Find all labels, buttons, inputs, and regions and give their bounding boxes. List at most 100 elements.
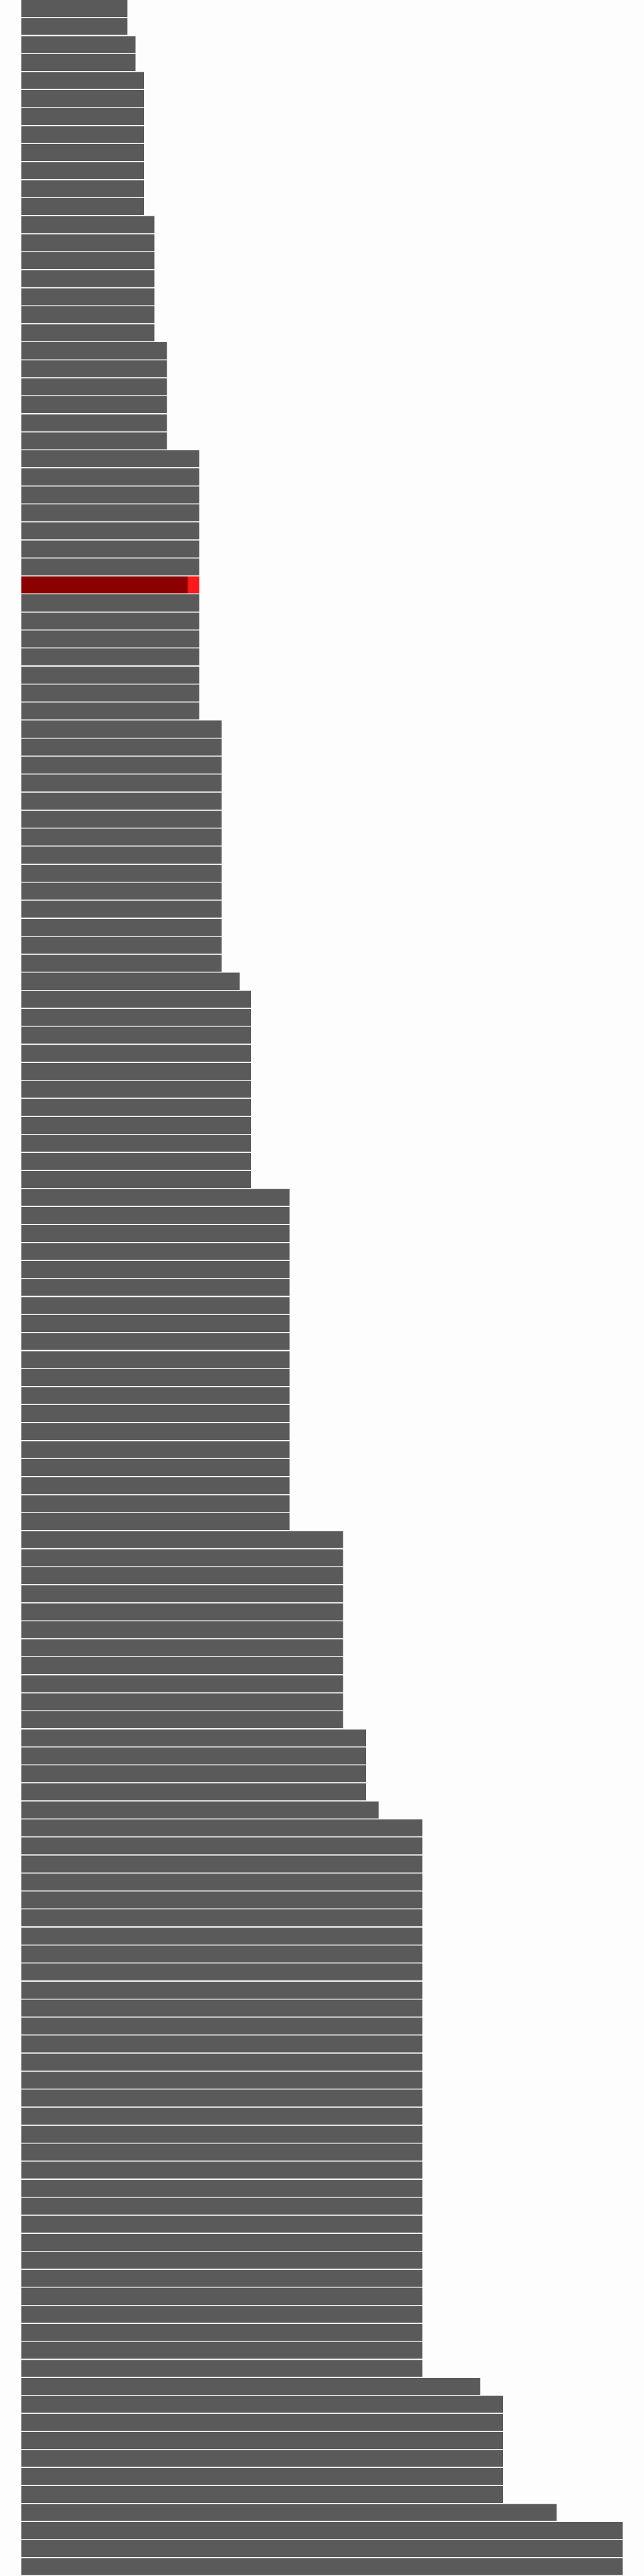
bar	[21, 792, 222, 810]
bar	[21, 666, 199, 684]
bar	[21, 1261, 290, 1279]
bar	[21, 1243, 290, 1260]
bar	[21, 1441, 290, 1458]
bar-highlighted	[21, 576, 199, 594]
bar	[21, 1062, 252, 1080]
bar	[21, 847, 222, 864]
bar	[21, 1549, 343, 1567]
bar	[21, 1351, 290, 1368]
bar	[21, 1189, 290, 1206]
bar	[21, 810, 222, 828]
bar	[21, 72, 145, 89]
bar	[21, 1333, 290, 1350]
bar	[21, 378, 167, 396]
bar	[21, 1963, 423, 1981]
bar	[21, 1729, 366, 1746]
bar	[21, 252, 155, 270]
bar	[21, 2162, 423, 2179]
bar	[21, 720, 222, 738]
bar	[21, 1387, 290, 1404]
bar	[21, 774, 222, 792]
bar	[21, 991, 252, 1008]
bar	[21, 414, 167, 431]
bar	[21, 2450, 503, 2467]
bar	[21, 1657, 343, 1675]
bar	[21, 2540, 623, 2557]
bar	[21, 882, 222, 900]
bar	[21, 288, 155, 306]
bar	[21, 1423, 290, 1440]
bar	[21, 1711, 343, 1729]
bar	[21, 1999, 423, 2017]
bar	[21, 180, 145, 197]
bar	[21, 1153, 252, 1170]
bar	[21, 738, 222, 756]
bar	[21, 936, 222, 954]
bar	[21, 955, 222, 972]
bar	[21, 162, 145, 179]
bar	[21, 1765, 366, 1783]
bar	[21, 612, 199, 630]
bar	[21, 0, 128, 18]
bar	[21, 1909, 423, 1927]
bar	[21, 324, 155, 341]
bar	[21, 1224, 290, 1242]
bar	[21, 2431, 503, 2449]
bar	[21, 2287, 423, 2305]
bar	[21, 2341, 423, 2359]
bar	[21, 1531, 343, 1548]
bar	[21, 2360, 423, 2377]
bar	[21, 918, 222, 936]
bar	[21, 702, 199, 720]
bar	[21, 108, 145, 125]
bar	[21, 306, 155, 323]
bar	[21, 1675, 343, 1692]
bar	[21, 2414, 503, 2431]
bar	[21, 1801, 379, 1819]
bar	[21, 2197, 423, 2215]
bar	[21, 360, 167, 377]
bar	[21, 53, 136, 71]
bar	[21, 2089, 423, 2107]
bar	[21, 126, 145, 143]
bar	[21, 2504, 557, 2521]
bar	[21, 1927, 423, 1945]
bar	[21, 2558, 623, 2575]
bar	[21, 1045, 252, 1062]
bar	[21, 1135, 252, 1152]
bar	[21, 1297, 290, 1314]
bar	[21, 18, 128, 35]
bar	[21, 504, 199, 522]
bar	[21, 864, 222, 882]
bar	[21, 1116, 252, 1134]
bar	[21, 2035, 423, 2053]
bar	[21, 2323, 423, 2341]
bar	[21, 1639, 343, 1657]
bar	[21, 828, 222, 846]
bar	[21, 2071, 423, 2089]
bar	[21, 648, 199, 666]
bar	[21, 2468, 503, 2485]
bar	[21, 1891, 423, 1909]
bar	[21, 2306, 423, 2323]
bar	[21, 2018, 423, 2035]
bar	[21, 1009, 252, 1026]
bar	[21, 1747, 366, 1765]
bar	[21, 432, 167, 450]
bar	[21, 198, 145, 216]
bar	[21, 1783, 366, 1801]
bar	[21, 468, 199, 486]
bar	[21, 1170, 252, 1188]
bar	[21, 2107, 423, 2125]
bar	[21, 1368, 290, 1386]
bar	[21, 2251, 423, 2269]
bar	[21, 1621, 343, 1638]
bar	[21, 2143, 423, 2161]
bar	[21, 2270, 423, 2287]
bar	[21, 1459, 290, 1477]
bar	[21, 1314, 290, 1333]
bar	[21, 1207, 290, 1224]
bar	[21, 144, 145, 162]
